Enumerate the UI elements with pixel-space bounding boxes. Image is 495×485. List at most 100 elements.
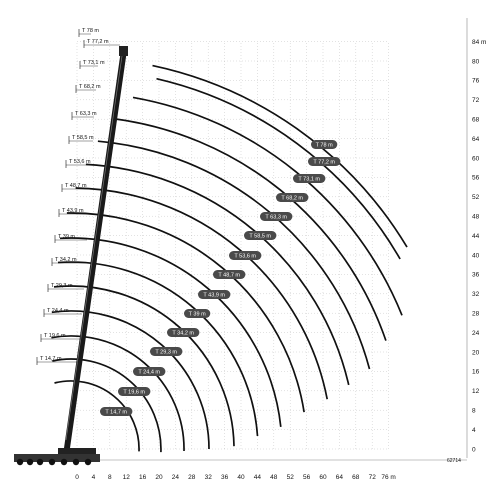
x-tick-label: 28: [188, 474, 196, 481]
curve-label-pill: [276, 193, 309, 202]
boom-length-label: T 53,6 m: [69, 159, 91, 165]
y-tick-label: 0: [472, 446, 476, 453]
y-tick-label: 12: [472, 388, 480, 395]
telescopic-boom: [14, 46, 128, 466]
y-tick-label: 48: [472, 214, 480, 221]
y-tick-label: 64: [472, 136, 480, 143]
x-tick-label: 48: [270, 474, 278, 481]
y-tick-label: 40: [472, 252, 480, 259]
range-curve: [85, 163, 350, 386]
x-tick-label: 36: [221, 474, 229, 481]
boom-length-label: T 63,3 m: [75, 111, 97, 117]
wheel: [26, 458, 34, 466]
grid: [14, 18, 468, 461]
y-tick-label: 24: [472, 330, 480, 337]
x-tick-label: 20: [155, 474, 163, 481]
curve-label-pill: [167, 328, 200, 337]
range-curve: [132, 96, 403, 316]
curve-label-pill: [100, 407, 133, 416]
curve-label-text: T 24,4 m: [138, 370, 160, 376]
curve-labels: T 78 m T 77,2 m T 73,1 m T 68,2 m T 63,3 m T …: [100, 140, 341, 416]
wheel: [60, 458, 68, 466]
curve-label-pill: [244, 231, 277, 240]
range-curves: [51, 64, 408, 453]
x-tick-label: 40: [237, 474, 245, 481]
y-tick-label: 76: [472, 78, 480, 85]
curve-label-text: T 78 m: [316, 143, 333, 149]
y-tick-label: 52: [472, 194, 480, 201]
boom-length-label: T 34,2 m: [55, 257, 77, 263]
wheel: [16, 458, 24, 466]
boom-highlight: [65, 55, 123, 441]
range-curve: [59, 237, 282, 427]
curve-label-pill: [260, 212, 293, 221]
boom-length-label: T 24,4 m: [47, 308, 69, 314]
range-curve: [57, 261, 259, 437]
boom-length-label: T 14,7 m: [40, 356, 62, 362]
x-tick-label: 0: [75, 474, 79, 481]
curve-label-pill: [213, 270, 246, 279]
range-curve: [51, 335, 185, 452]
x-tick-label: 44: [254, 474, 262, 481]
curve-label-text: T 34,2 m: [172, 331, 194, 337]
curve-label-text: T 19,6 m: [123, 390, 145, 396]
y-tick-label: 4: [472, 427, 476, 434]
x-tick-label: 4: [92, 474, 96, 481]
wheel: [84, 458, 92, 466]
y-tick-label: 8: [472, 408, 476, 415]
boom-length-label: T 78 m: [82, 28, 99, 34]
curve-label-pill: [293, 174, 326, 183]
boom-length-label: T 73,1 m: [83, 60, 105, 66]
x-tick-label: 56: [303, 474, 311, 481]
y-tick-label: 72: [472, 97, 480, 104]
curve-label-pill: [133, 367, 166, 376]
range-curve: [75, 187, 329, 400]
x-tick-label: 64: [336, 474, 344, 481]
boom-length-label: T 58,5 m: [72, 135, 94, 141]
x-tick-label: 12: [123, 474, 131, 481]
wheel: [48, 458, 56, 466]
boom-length-label: T 19,6 m: [44, 333, 66, 339]
range-curve: [54, 380, 140, 452]
boom-body: [64, 50, 127, 448]
curve-label-text: T 68,2 m: [281, 196, 303, 202]
curve-label-pill: [118, 387, 151, 396]
y-tick-label: 16: [472, 369, 480, 376]
curve-label-text: T 29,3 m: [155, 350, 177, 356]
figure-code: 62714: [447, 458, 461, 464]
curve-label-text: T 53,6 m: [234, 254, 256, 260]
y-tick-label: 84 m: [472, 39, 486, 46]
range-curve: [111, 117, 387, 341]
y-tick-label: 56: [472, 175, 480, 182]
curve-label-pill: [184, 309, 211, 318]
x-tick-label: 60: [319, 474, 327, 481]
y-tick-label: 20: [472, 349, 480, 356]
x-tick-label: 52: [287, 474, 295, 481]
crane-carrier: [14, 454, 100, 462]
x-tick-label: 16: [139, 474, 147, 481]
range-curve: [152, 64, 408, 248]
curve-label-pill: [150, 347, 183, 356]
y-tick-label: 80: [472, 58, 480, 65]
wheel: [36, 458, 44, 466]
boom-length-label: T 29,3 m: [51, 283, 73, 289]
y-tick-label: 32: [472, 291, 480, 298]
x-tick-label: 72: [369, 474, 377, 481]
boom-length-labels: T 78 m T 77,2 m T 73,1 m T 68,2 m T 63,3 m T …: [36, 28, 120, 365]
curve-label-text: T 58,5 m: [249, 234, 271, 240]
range-curve: [66, 212, 305, 413]
curve-label-pill: [198, 290, 231, 299]
y-tick-label: 36: [472, 272, 480, 279]
y-tick-label: 28: [472, 311, 480, 318]
x-tick-label: 76 m: [381, 474, 395, 481]
x-tick-label: 32: [205, 474, 213, 481]
curve-label-text: T 63,3 m: [265, 215, 287, 221]
y-tick-label: 68: [472, 117, 480, 124]
curve-label-text: T 43,9 m: [203, 293, 225, 299]
x-tick-label: 8: [108, 474, 112, 481]
y-tick-label: 60: [472, 155, 480, 162]
y-tick-label: 44: [472, 233, 480, 240]
curve-label-text: T 14,7 m: [105, 410, 127, 416]
